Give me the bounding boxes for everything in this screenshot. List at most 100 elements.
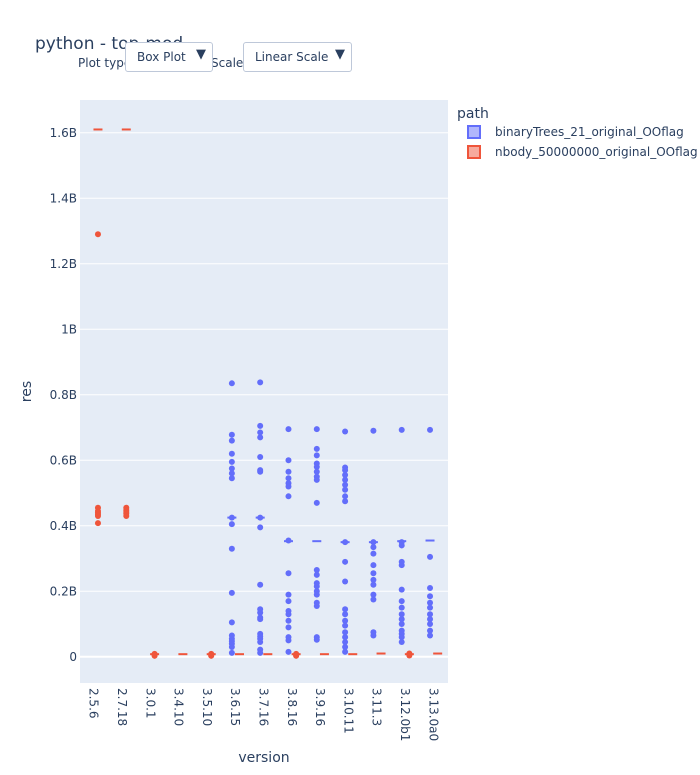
data-point: [313, 445, 320, 452]
data-point: [342, 481, 349, 488]
data-point: [427, 593, 434, 600]
data-point: [370, 591, 377, 598]
data-point: [370, 596, 377, 603]
x-tick-label: 3.12.0b1: [398, 688, 412, 741]
data-point: [342, 617, 349, 624]
scale-label: Scale:: [211, 56, 248, 70]
data-point: [342, 476, 349, 483]
data-point: [342, 486, 349, 493]
data-point: [313, 567, 320, 574]
data-point: [313, 499, 320, 506]
data-point: [398, 586, 405, 593]
data-point: [370, 570, 377, 577]
data-point: [228, 470, 235, 477]
legend-item-label: binaryTrees_21_original_OOflag: [495, 125, 684, 139]
y-tick-label: 0.4B: [50, 519, 77, 533]
data-point: [313, 463, 320, 470]
x-tick-label: 3.13.0a0: [426, 688, 440, 741]
data-point: [257, 422, 264, 429]
data-point: [342, 611, 349, 618]
data-point: [342, 467, 349, 474]
data-point: [228, 514, 235, 521]
data-point: [257, 616, 264, 623]
plot-type-label: Plot type:: [78, 56, 136, 70]
x-tick-label: 3.9.16: [313, 688, 327, 726]
legend-swatch: [467, 145, 481, 159]
data-point: [285, 457, 292, 464]
data-point: [427, 426, 434, 433]
data-point: [398, 604, 405, 611]
data-point: [257, 379, 264, 386]
y-tick-label: 1.2B: [50, 257, 77, 271]
data-point: [370, 562, 377, 569]
data-point: [398, 634, 405, 641]
data-point: [370, 581, 377, 588]
data-point: [342, 578, 349, 585]
data-point: [427, 621, 434, 628]
x-tick-label: 3.6.15: [228, 688, 242, 726]
y-axis-title: res: [19, 381, 35, 402]
data-point: [228, 380, 235, 387]
data-point: [257, 649, 264, 656]
data-point: [342, 639, 349, 646]
data-point: [94, 512, 101, 519]
legend-item-label: nbody_50000000_original_OOflag: [495, 145, 698, 159]
data-point: [370, 550, 377, 557]
y-tick-label: 0.8B: [50, 388, 77, 402]
data-point: [398, 562, 405, 569]
legend-swatch: [467, 125, 481, 139]
plot-type-dropdown[interactable]: Box Plot ▼: [125, 42, 213, 72]
scale-dropdown[interactable]: Linear Scale ▼: [243, 42, 352, 72]
data-point: [257, 524, 264, 531]
data-point: [94, 231, 101, 238]
data-point: [285, 648, 292, 655]
chevron-down-icon: ▼: [196, 47, 206, 62]
data-point: [342, 498, 349, 505]
data-point: [228, 475, 235, 482]
data-point: [427, 604, 434, 611]
data-point: [94, 520, 101, 527]
data-point: [427, 599, 434, 606]
data-point: [342, 539, 349, 546]
x-tick-label: 3.11.3: [370, 688, 384, 726]
data-point: [257, 434, 264, 441]
x-axis-title: version: [238, 750, 289, 766]
data-point: [398, 616, 405, 623]
data-point: [370, 427, 377, 434]
data-point: [313, 468, 320, 475]
data-point: [342, 428, 349, 435]
data-point: [398, 542, 405, 549]
y-tick-label: 1.4B: [50, 191, 77, 205]
data-point: [342, 643, 349, 650]
data-point: [427, 632, 434, 639]
data-point: [342, 558, 349, 565]
data-point: [427, 553, 434, 560]
y-tick-label: 0.6B: [50, 453, 77, 467]
data-point: [228, 431, 235, 438]
legend-title: path: [457, 106, 489, 122]
data-point: [228, 437, 235, 444]
data-point: [228, 649, 235, 656]
data-point: [427, 611, 434, 618]
data-point: [285, 475, 292, 482]
x-tick-label: 3.7.16: [257, 688, 271, 726]
data-point: [257, 429, 264, 436]
data-point: [228, 545, 235, 552]
data-point: [228, 465, 235, 472]
data-point: [398, 639, 405, 646]
data-point: [257, 454, 264, 461]
data-point: [313, 636, 320, 643]
data-point: [151, 652, 158, 659]
data-point: [313, 476, 320, 483]
data-point: [370, 539, 377, 546]
data-point: [406, 652, 413, 659]
data-point: [342, 493, 349, 500]
data-point: [285, 591, 292, 598]
data-point: [342, 622, 349, 629]
data-point: [285, 537, 292, 544]
data-point: [398, 611, 405, 618]
x-tick-label: 3.4.10: [172, 688, 186, 726]
data-point: [398, 598, 405, 605]
data-point: [342, 606, 349, 613]
